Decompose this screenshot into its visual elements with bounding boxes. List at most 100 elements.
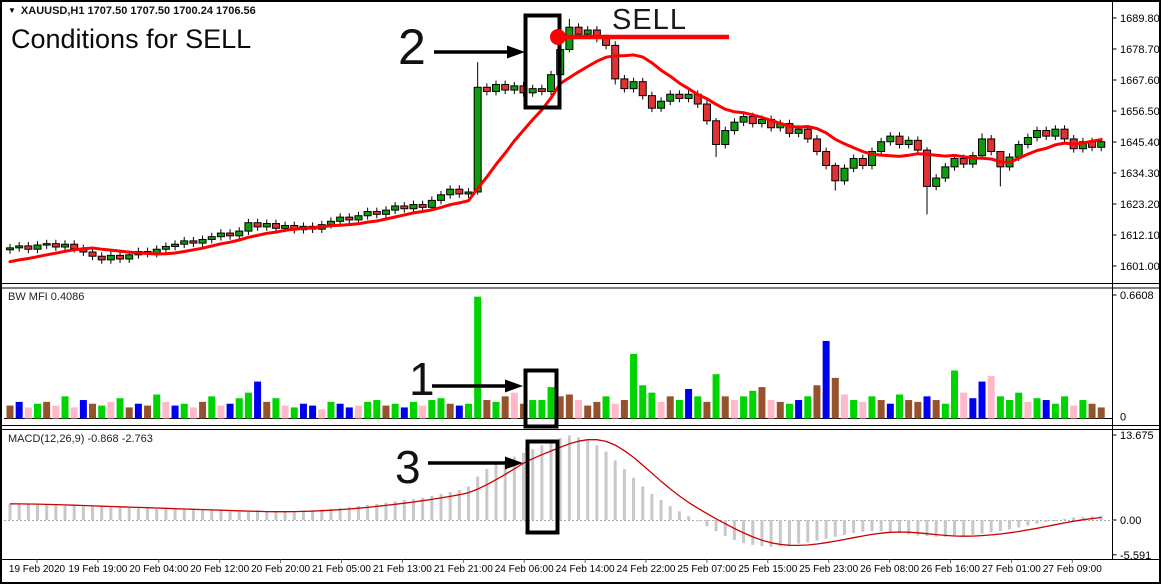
mfi-bar — [712, 374, 720, 419]
annotation-number-1: 1 — [409, 353, 435, 405]
macd-bar — [567, 435, 571, 520]
mfi-bar — [932, 400, 940, 419]
macd-bar — [953, 520, 957, 537]
macd-bar — [613, 460, 617, 520]
macd-bar — [888, 520, 892, 532]
macd-bar — [1026, 520, 1030, 526]
bear-candle — [611, 44, 620, 80]
bear-candle — [803, 128, 812, 140]
macd-bar — [870, 520, 874, 532]
macd-bar — [577, 437, 581, 520]
bull-candle — [207, 236, 216, 240]
mfi-bar — [98, 405, 106, 419]
macd-bar — [1035, 520, 1039, 524]
bull-candle — [1023, 137, 1032, 146]
arrow-3-head — [505, 456, 523, 470]
macd-bar — [494, 464, 498, 520]
price-axis-label: 1623.20 — [1120, 199, 1160, 211]
bull-candle — [849, 157, 858, 169]
bull-candle — [978, 138, 987, 157]
mfi-bar — [951, 370, 959, 419]
chart-dropdown-icon[interactable]: ▼ — [8, 6, 16, 15]
bear-candle — [253, 222, 262, 228]
bear-candle — [812, 138, 821, 152]
macd-bar — [512, 456, 516, 520]
price-axis-label: 1656.50 — [1120, 106, 1160, 118]
macd-bar — [402, 500, 406, 520]
mfi-bar — [254, 381, 262, 419]
mfi-bar — [134, 403, 142, 419]
macd-bar — [54, 505, 58, 520]
mfi-bar — [1033, 398, 1041, 419]
mfi-bar — [226, 403, 234, 419]
mfi-bar — [914, 401, 922, 419]
sell-entry-dot — [550, 29, 566, 45]
sell-annotation-label: SELL — [612, 4, 687, 36]
mfi-bar — [685, 388, 693, 419]
macd-bar — [824, 520, 828, 539]
macd-bar — [228, 511, 232, 520]
macd-bar — [274, 511, 278, 520]
mfi-bar — [859, 401, 867, 419]
macd-bar — [659, 500, 663, 520]
annotation-number-2: 2 — [398, 19, 426, 75]
mfi-bar — [446, 403, 454, 419]
mfi-bar — [153, 394, 161, 419]
macd-bar — [393, 501, 397, 520]
mfi-bar — [1042, 400, 1050, 419]
mfi-bar — [868, 396, 876, 419]
bear-candle — [895, 135, 904, 146]
mfi-bar — [877, 400, 885, 419]
bull-candle — [436, 194, 445, 201]
mfi-bar — [510, 392, 518, 419]
mfi-bar — [1051, 403, 1059, 419]
macd-bar — [879, 520, 883, 532]
macd-bar — [17, 504, 21, 520]
bear-candle — [987, 138, 996, 152]
bull-candle — [125, 254, 134, 260]
time-axis-label: 24 Feb 06:00 — [495, 564, 554, 575]
bear-candle — [712, 120, 721, 146]
macd-bar — [476, 476, 480, 520]
mfi-bar — [565, 394, 573, 419]
macd-bar — [540, 445, 544, 520]
bear-candle — [831, 164, 840, 182]
bull-candle — [409, 204, 418, 210]
bull-candle — [510, 85, 519, 91]
macd-bar — [1063, 518, 1067, 520]
annotations — [428, 13, 729, 535]
macd-bar — [696, 520, 700, 522]
macd-bar — [91, 506, 95, 520]
macd-bar — [210, 510, 214, 520]
time-axis: 19 Feb 2020 19 Feb 19:00 20 Feb 04:00 20 Fe… — [9, 559, 1102, 575]
macd-bar — [797, 520, 801, 544]
mfi-bar — [584, 405, 592, 419]
mfi-bar — [675, 400, 683, 419]
macd-bar — [63, 505, 67, 520]
macd-axis: 13.675 0.00 -5.591 — [1112, 430, 1154, 562]
mfi-bar — [235, 398, 243, 419]
bull-candle — [391, 205, 400, 211]
bull-candle — [473, 86, 482, 193]
macd-bar — [1053, 520, 1057, 521]
time-axis-label: 27 Feb 09:00 — [1043, 564, 1102, 575]
macd-bar — [246, 511, 250, 520]
macd-bar — [833, 520, 837, 537]
mfi-bar — [547, 387, 555, 419]
mfi-bar — [144, 405, 152, 419]
highlight-box-2 — [523, 13, 562, 110]
mfi-bar — [721, 396, 729, 419]
macd-bar — [36, 504, 40, 520]
macd-bar — [897, 520, 901, 534]
bull-candle — [528, 88, 537, 94]
bull-candle — [840, 167, 849, 182]
bull-candle — [281, 225, 290, 229]
bear-candle — [51, 243, 60, 248]
mfi-bar — [804, 396, 812, 419]
macd-axis-label: 0.00 — [1120, 515, 1141, 527]
macd-bar — [705, 520, 709, 527]
mfi-bar — [437, 398, 445, 419]
macd-indicator-label: MACD(12,26,9) -0.868 -2.763 — [8, 433, 153, 445]
